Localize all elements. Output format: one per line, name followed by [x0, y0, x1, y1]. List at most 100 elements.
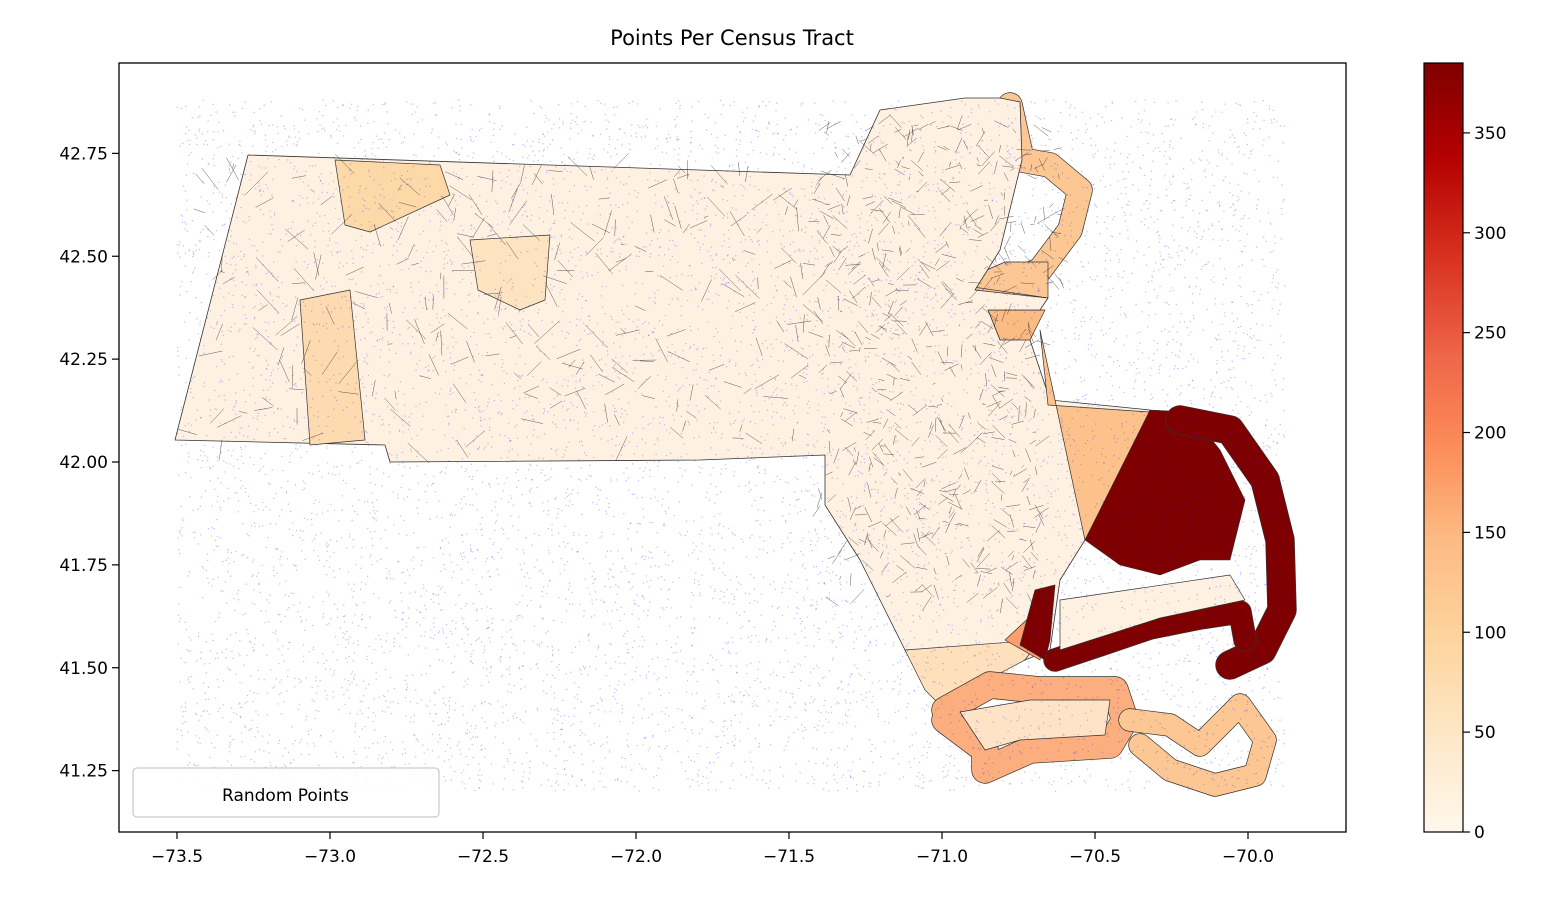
- random-point: [1174, 119, 1175, 120]
- random-point: [429, 185, 430, 186]
- random-point: [631, 550, 632, 551]
- random-point: [638, 618, 639, 619]
- random-point: [181, 281, 182, 282]
- random-point: [1174, 425, 1175, 426]
- random-point: [1159, 252, 1160, 253]
- random-point: [227, 667, 228, 668]
- random-point: [557, 394, 558, 395]
- random-point: [524, 413, 525, 414]
- random-point: [186, 199, 187, 200]
- random-point: [1006, 580, 1007, 581]
- random-point: [987, 492, 988, 493]
- random-point: [628, 581, 629, 582]
- random-point: [481, 608, 482, 609]
- random-point: [1088, 262, 1089, 263]
- random-point: [814, 727, 815, 728]
- random-point: [1206, 264, 1207, 265]
- random-point: [904, 651, 905, 652]
- random-point: [1086, 129, 1087, 130]
- random-point: [1283, 342, 1284, 343]
- random-point: [807, 588, 808, 589]
- random-point: [362, 249, 363, 250]
- random-point: [787, 537, 788, 538]
- random-point: [737, 224, 738, 225]
- random-point: [875, 747, 876, 748]
- random-point: [243, 435, 244, 436]
- random-point: [367, 442, 368, 443]
- random-point: [806, 381, 807, 382]
- random-point: [599, 426, 600, 427]
- random-point: [879, 150, 880, 151]
- random-point: [711, 134, 712, 135]
- random-point: [1263, 446, 1264, 447]
- random-point: [267, 692, 268, 693]
- random-point: [992, 481, 993, 482]
- random-point: [960, 196, 961, 197]
- random-point: [1275, 771, 1276, 772]
- random-point: [681, 762, 682, 763]
- random-point: [1039, 511, 1040, 512]
- random-point: [1217, 360, 1218, 361]
- random-point: [735, 738, 736, 739]
- random-point: [504, 383, 505, 384]
- random-point: [1270, 344, 1271, 345]
- random-point: [1133, 439, 1134, 440]
- random-point: [1044, 390, 1045, 391]
- random-point: [782, 516, 783, 517]
- random-point: [1048, 456, 1049, 457]
- random-point: [1259, 221, 1260, 222]
- random-point: [664, 748, 665, 749]
- random-point: [996, 311, 997, 312]
- random-point: [409, 575, 410, 576]
- random-point: [1256, 585, 1257, 586]
- random-point: [1157, 768, 1158, 769]
- random-point: [376, 393, 377, 394]
- random-point: [1270, 607, 1271, 608]
- random-point: [206, 711, 207, 712]
- random-point: [918, 786, 919, 787]
- random-point: [649, 297, 650, 298]
- random-point: [1092, 184, 1093, 185]
- random-point: [697, 180, 698, 181]
- random-point: [1139, 479, 1140, 480]
- random-point: [830, 363, 831, 364]
- random-point: [349, 215, 350, 216]
- random-point: [578, 133, 579, 134]
- random-point: [822, 417, 823, 418]
- random-point: [621, 242, 622, 243]
- random-point: [715, 267, 716, 268]
- random-point: [819, 176, 820, 177]
- random-point: [636, 136, 637, 137]
- tract-boundary: [1054, 148, 1062, 150]
- random-point: [923, 279, 924, 280]
- random-point: [1230, 129, 1231, 130]
- random-point: [181, 730, 182, 731]
- random-point: [315, 500, 316, 501]
- random-point: [795, 152, 796, 153]
- random-point: [655, 148, 656, 149]
- random-point: [1251, 638, 1252, 639]
- random-point: [375, 158, 376, 159]
- random-point: [1128, 753, 1129, 754]
- random-point: [226, 210, 227, 211]
- random-point: [1024, 771, 1025, 772]
- random-point: [822, 256, 823, 257]
- random-point: [1197, 511, 1198, 512]
- random-point: [1082, 143, 1083, 144]
- random-point: [934, 210, 935, 211]
- random-point: [818, 683, 819, 684]
- random-point: [257, 418, 258, 419]
- random-point: [697, 781, 698, 782]
- random-point: [946, 335, 947, 336]
- random-point: [253, 559, 254, 560]
- random-point: [431, 484, 432, 485]
- random-point: [489, 429, 490, 430]
- random-point: [1110, 259, 1111, 260]
- random-point: [692, 733, 693, 734]
- random-point: [579, 259, 580, 260]
- random-point: [253, 417, 254, 418]
- random-point: [909, 746, 910, 747]
- random-point: [623, 184, 624, 185]
- random-point: [1184, 767, 1185, 768]
- random-point: [241, 152, 242, 153]
